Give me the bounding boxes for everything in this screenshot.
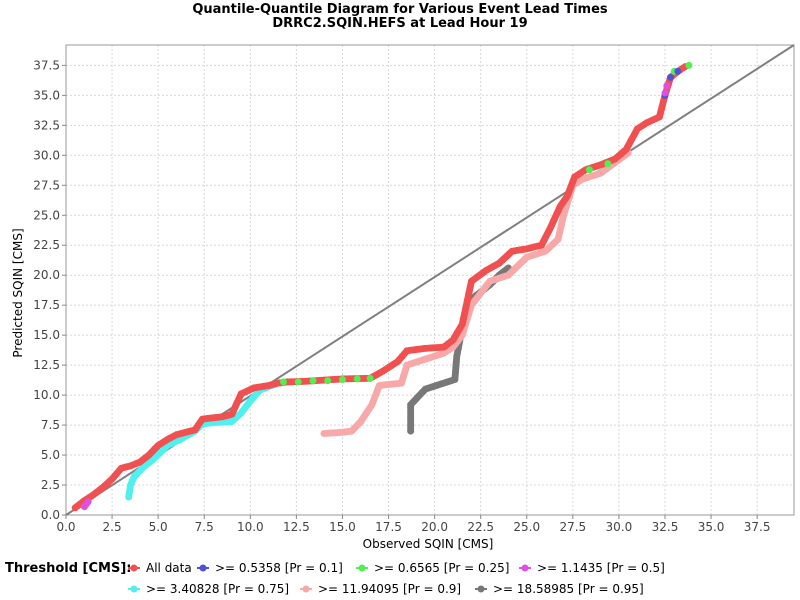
plot-area-border bbox=[65, 44, 795, 516]
legend-item-0: All data bbox=[128, 561, 192, 575]
series-2-point bbox=[604, 160, 612, 168]
series-2-point bbox=[585, 166, 593, 174]
x-tick-label: 22.5 bbox=[467, 520, 494, 534]
legend-title: Threshold [CMS]: bbox=[5, 561, 131, 576]
y-tick-label: 12.5 bbox=[33, 358, 60, 372]
y-tick-label: 7.5 bbox=[41, 418, 60, 432]
x-tick-label: 25.0 bbox=[513, 520, 540, 534]
x-tick-label: 27.5 bbox=[559, 520, 586, 534]
y-tick-label: 32.5 bbox=[33, 118, 60, 132]
x-axis-label: Observed SQIN [CMS] bbox=[363, 537, 494, 551]
series-2-point bbox=[279, 378, 287, 386]
legend-label: >= 1.1435 [Pr = 0.5] bbox=[537, 561, 665, 575]
x-tick-label: 10.0 bbox=[237, 520, 264, 534]
series-2-point bbox=[338, 376, 346, 384]
y-tick-label: 17.5 bbox=[33, 298, 60, 312]
series-3 bbox=[80, 82, 671, 511]
y-tick-label: 2.5 bbox=[41, 478, 60, 492]
x-tick-label: 20.0 bbox=[421, 520, 448, 534]
legend-label: >= 0.6565 [Pr = 0.25] bbox=[374, 561, 509, 575]
legend-item-5: >= 11.94095 [Pr = 0.9] bbox=[300, 582, 461, 596]
legend-item-2: >= 0.6565 [Pr = 0.25] bbox=[356, 561, 509, 575]
legend-item-6: >= 18.58985 [Pr = 0.95] bbox=[475, 582, 644, 596]
y-tick-label: 5.0 bbox=[41, 448, 60, 462]
series-0 bbox=[71, 63, 689, 512]
grid-lines bbox=[65, 45, 794, 516]
x-tick-label: 37.5 bbox=[744, 520, 771, 534]
series-layer bbox=[71, 61, 693, 512]
x-tick-label: 7.5 bbox=[195, 520, 214, 534]
y-tick-label: 22.5 bbox=[33, 238, 60, 252]
x-tick-label: 17.5 bbox=[375, 520, 402, 534]
legend: All data >= 0.5358 [Pr = 0.1] >= 0.6565 [P… bbox=[128, 561, 665, 596]
y-axis-ticks: 0.0 2.5 5.0 7.5 10.0 12.5 15.0 17.5 20.0 22.5 25.0… bbox=[33, 58, 66, 522]
x-tick-label: 30.0 bbox=[606, 520, 633, 534]
series-2-point bbox=[366, 374, 374, 382]
legend-swatch-marker bbox=[521, 564, 529, 572]
legend-label: >= 11.94095 [Pr = 0.9] bbox=[318, 582, 461, 596]
y-tick-label: 25.0 bbox=[33, 208, 60, 222]
series-3-point bbox=[661, 89, 669, 97]
legend-label: >= 3.40828 [Pr = 0.75] bbox=[146, 582, 289, 596]
y-tick-label: 0.0 bbox=[41, 508, 60, 522]
legend-label: >= 18.58985 [Pr = 0.95] bbox=[493, 582, 644, 596]
legend-swatch-marker bbox=[358, 564, 366, 572]
series-2-point bbox=[294, 378, 302, 386]
y-tick-label: 37.5 bbox=[33, 58, 60, 72]
x-tick-label: 32.5 bbox=[652, 520, 679, 534]
series-2-point bbox=[685, 61, 693, 69]
y-axis-label: Predicted SQIN [CMS] bbox=[11, 228, 25, 357]
x-tick-label: 0.0 bbox=[56, 520, 75, 534]
y-tick-label: 27.5 bbox=[33, 178, 60, 192]
series-2-point bbox=[309, 377, 317, 385]
legend-swatch-marker bbox=[302, 585, 310, 593]
series-1-point bbox=[674, 67, 682, 75]
series-2-point bbox=[353, 375, 361, 383]
x-tick-label: 35.0 bbox=[698, 520, 725, 534]
y-tick-label: 30.0 bbox=[33, 148, 60, 162]
legend-item-3: >= 1.1435 [Pr = 0.5] bbox=[519, 561, 665, 575]
legend-label: All data bbox=[146, 561, 192, 575]
legend-item-4: >= 3.40828 [Pr = 0.75] bbox=[128, 582, 289, 596]
series-2-point bbox=[324, 377, 332, 385]
x-tick-label: 12.5 bbox=[283, 520, 310, 534]
y-tick-label: 35.0 bbox=[33, 88, 60, 102]
chart-subtitle: DRRC2.SQIN.HEFS at Lead Hour 19 bbox=[272, 16, 527, 31]
legend-swatch-marker bbox=[477, 585, 485, 593]
x-tick-label: 2.5 bbox=[103, 520, 122, 534]
y-tick-label: 15.0 bbox=[33, 328, 60, 342]
legend-item-1: >= 0.5358 [Pr = 0.1] bbox=[197, 561, 343, 575]
series-1-point bbox=[667, 73, 675, 81]
legend-swatch-marker bbox=[130, 564, 138, 572]
x-axis-ticks: 0.0 2.5 5.0 7.5 10.0 12.5 15.0 17.5 20.0 22.5 25.0… bbox=[56, 515, 770, 534]
chart-title: Quantile-Quantile Diagram for Various Ev… bbox=[192, 2, 608, 17]
x-tick-label: 5.0 bbox=[149, 520, 168, 534]
series-3-point bbox=[663, 82, 671, 90]
legend-label: >= 0.5358 [Pr = 0.1] bbox=[215, 561, 343, 575]
legend-swatch-marker bbox=[130, 585, 138, 593]
y-tick-label: 10.0 bbox=[33, 388, 60, 402]
series-3-point bbox=[84, 498, 92, 506]
y-tick-label: 20.0 bbox=[33, 268, 60, 282]
legend-swatch-marker bbox=[199, 564, 207, 572]
x-tick-label: 15.0 bbox=[329, 520, 356, 534]
